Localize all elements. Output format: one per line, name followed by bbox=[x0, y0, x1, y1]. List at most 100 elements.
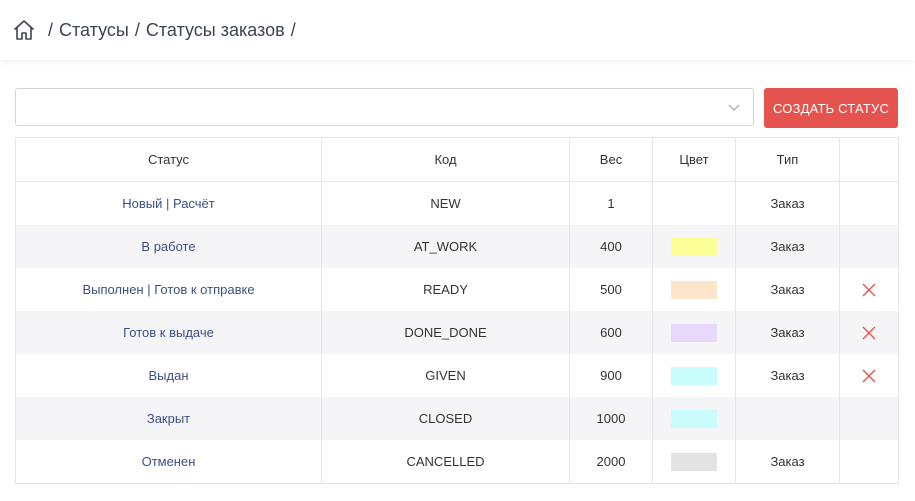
color-swatch bbox=[671, 323, 717, 342]
table-row: Готов к выдаче DONE_DONE 600 Заказ bbox=[15, 311, 899, 354]
status-color-cell bbox=[652, 181, 736, 225]
home-icon[interactable] bbox=[12, 18, 36, 42]
status-name-link[interactable]: В работе bbox=[141, 239, 196, 254]
status-weight: 400 bbox=[600, 239, 622, 254]
status-name-link-cell: Закрыт bbox=[15, 397, 322, 440]
status-color-cell bbox=[652, 311, 736, 354]
status-type-select[interactable] bbox=[15, 88, 754, 126]
status-code-cell: CLOSED bbox=[321, 397, 570, 440]
status-code: AT_WORK bbox=[413, 239, 478, 254]
breadcrumb: / Статусы / Статусы заказов / bbox=[12, 16, 302, 44]
status-weight: 2000 bbox=[596, 454, 626, 469]
header-type[interactable]: Тип bbox=[735, 137, 840, 182]
color-swatch bbox=[671, 409, 717, 428]
status-type: Заказ bbox=[770, 196, 805, 211]
header-status[interactable]: Статус bbox=[15, 137, 322, 182]
status-weight-cell: 500 bbox=[569, 268, 653, 311]
status-type: Заказ bbox=[770, 368, 805, 383]
status-weight-cell: 1 bbox=[569, 181, 653, 225]
status-actions-cell bbox=[839, 181, 899, 225]
header-color[interactable]: Цвет bbox=[652, 137, 736, 182]
table-row: Отменен CANCELLED 2000 Заказ bbox=[15, 440, 899, 484]
delete-icon[interactable] bbox=[862, 283, 876, 297]
status-code-cell: GIVEN bbox=[321, 354, 570, 397]
status-actions-cell bbox=[839, 397, 899, 440]
status-weight: 500 bbox=[600, 282, 622, 297]
breadcrumb-separator: / bbox=[134, 19, 140, 40]
status-name-link[interactable]: Закрыт bbox=[146, 411, 191, 426]
status-color-cell bbox=[652, 354, 736, 397]
status-name-link[interactable]: Готов к выдаче bbox=[123, 325, 214, 340]
status-weight: 900 bbox=[600, 368, 622, 383]
status-code-cell: CANCELLED bbox=[321, 440, 570, 484]
status-type-cell: Заказ bbox=[735, 311, 840, 354]
status-actions-cell bbox=[839, 354, 899, 397]
status-name-link-cell: Выполнен | Готов к отправке bbox=[15, 268, 322, 311]
status-code: NEW bbox=[430, 196, 461, 211]
table-row: Закрыт CLOSED 1000 bbox=[15, 397, 899, 440]
status-name-link-cell: В работе bbox=[15, 225, 322, 268]
status-weight: 1000 bbox=[596, 411, 626, 426]
status-code-cell: NEW bbox=[321, 181, 570, 225]
color-swatch bbox=[671, 452, 717, 471]
status-weight-cell: 600 bbox=[569, 311, 653, 354]
header-weight[interactable]: Вес bbox=[569, 137, 653, 182]
table-row: Выполнен | Готов к отправке READY 500 Заказ bbox=[15, 268, 899, 311]
table-row: Выдан GIVEN 900 Заказ bbox=[15, 354, 899, 397]
status-type: Заказ bbox=[770, 325, 805, 340]
status-name-link-cell: Отменен bbox=[15, 440, 322, 484]
status-code-cell: AT_WORK bbox=[321, 225, 570, 268]
delete-icon[interactable] bbox=[862, 369, 876, 383]
status-weight-cell: 900 bbox=[569, 354, 653, 397]
breadcrumb-separator: / bbox=[48, 19, 54, 40]
status-name-link-cell: Выдан bbox=[15, 354, 322, 397]
color-swatch bbox=[671, 366, 717, 385]
breadcrumb-item-statuses[interactable]: Статусы bbox=[59, 19, 129, 40]
breadcrumb-separator: / bbox=[290, 19, 296, 40]
status-type-cell: Заказ bbox=[735, 225, 840, 268]
status-name-link[interactable]: Новый | Расчёт bbox=[122, 196, 215, 211]
status-code: CANCELLED bbox=[406, 454, 485, 469]
status-color-cell bbox=[652, 268, 736, 311]
status-type-cell: Заказ bbox=[735, 268, 840, 311]
status-actions-cell bbox=[839, 225, 899, 268]
create-status-button[interactable]: СОЗДАТЬ СТАТУС bbox=[764, 88, 898, 128]
header-actions bbox=[839, 137, 899, 182]
status-code: CLOSED bbox=[418, 411, 473, 426]
status-color-cell bbox=[652, 397, 736, 440]
table-header-row: Статус Код Вес Цвет Тип bbox=[15, 137, 899, 182]
status-type: Заказ bbox=[770, 282, 805, 297]
breadcrumb-item-order-statuses[interactable]: Статусы заказов bbox=[145, 19, 285, 40]
status-name-link[interactable]: Отменен bbox=[141, 454, 196, 469]
status-type: Заказ bbox=[770, 239, 805, 254]
status-type-cell: Заказ bbox=[735, 354, 840, 397]
status-actions-cell bbox=[839, 311, 899, 354]
status-code: READY bbox=[423, 282, 468, 297]
statuses-table: Статус Код Вес Цвет Тип Новый | Расчёт NE… bbox=[15, 137, 899, 484]
status-name-link-cell: Готов к выдаче bbox=[15, 311, 322, 354]
status-type-cell: Заказ bbox=[735, 440, 840, 484]
status-color-cell bbox=[652, 440, 736, 484]
status-code: GIVEN bbox=[425, 368, 466, 383]
status-type: Заказ bbox=[770, 454, 805, 469]
status-code-cell: READY bbox=[321, 268, 570, 311]
status-name-link[interactable]: Выдан bbox=[148, 368, 189, 383]
status-color-cell bbox=[652, 225, 736, 268]
status-weight-cell: 400 bbox=[569, 225, 653, 268]
status-code: DONE_DONE bbox=[404, 325, 487, 340]
delete-icon[interactable] bbox=[862, 326, 876, 340]
header-code[interactable]: Код bbox=[321, 137, 570, 182]
status-type-cell bbox=[735, 397, 840, 440]
table-row: В работе AT_WORK 400 Заказ bbox=[15, 225, 899, 268]
status-weight-cell: 1000 bbox=[569, 397, 653, 440]
status-name-link[interactable]: Выполнен | Готов к отправке bbox=[82, 282, 255, 297]
status-weight: 600 bbox=[600, 325, 622, 340]
chevron-down-icon bbox=[727, 100, 741, 114]
page-header: / Статусы / Статусы заказов / bbox=[0, 0, 915, 60]
status-weight-cell: 2000 bbox=[569, 440, 653, 484]
status-code-cell: DONE_DONE bbox=[321, 311, 570, 354]
color-swatch bbox=[671, 237, 717, 256]
status-name-link-cell: Новый | Расчёт bbox=[15, 181, 322, 225]
status-actions-cell bbox=[839, 440, 899, 484]
status-type-cell: Заказ bbox=[735, 181, 840, 225]
